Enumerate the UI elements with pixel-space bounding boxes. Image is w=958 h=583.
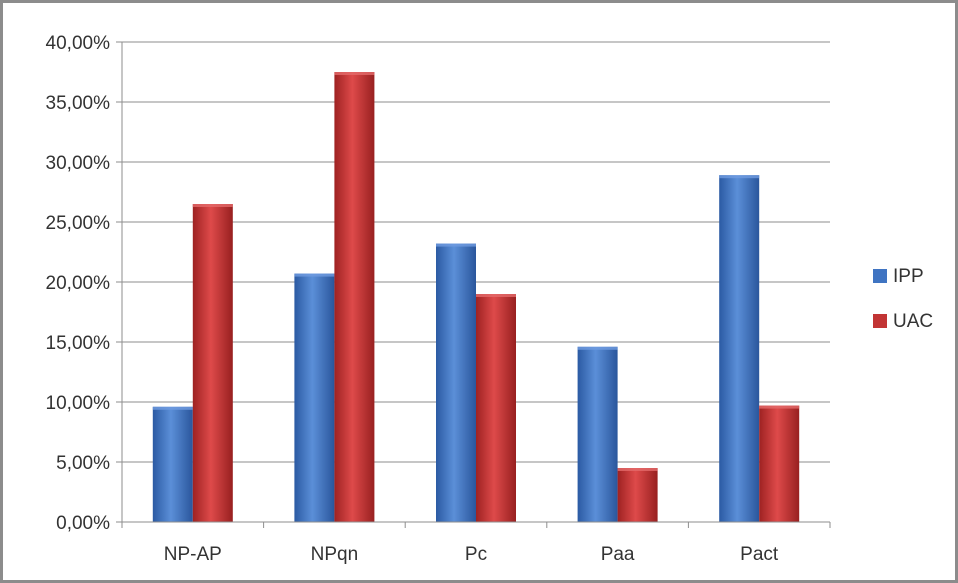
bar-top-highlight (577, 346, 618, 350)
bar-top-highlight (192, 204, 233, 207)
gridlines (122, 41, 830, 463)
bar-top-highlight (476, 294, 516, 297)
y-tick-label: 40,00% (46, 33, 111, 54)
y-tick-label: 10,00% (46, 393, 111, 414)
y-tick-label: 15,00% (46, 333, 111, 354)
bar-ipp-npqn (294, 273, 335, 522)
bar-uac-pact (759, 405, 800, 522)
bar-uac-pc (476, 294, 516, 522)
bar-top-highlight (436, 243, 476, 247)
legend-swatch (873, 269, 887, 283)
legend-item-uac: UAC (873, 311, 933, 332)
x-tick-label: NP-AP (164, 544, 222, 565)
legend-swatch (873, 314, 887, 328)
y-tick-label: 0,00% (56, 513, 110, 534)
y-tick-label: 5,00% (56, 453, 110, 474)
legend-label: IPP (893, 266, 924, 287)
y-axis-ticks: 0,00% 5,00% 10,00% 15,00% 20,00% 25,00% 30,00%… (46, 33, 122, 534)
legend: IPP UAC (873, 266, 933, 332)
bar-top-highlight (617, 468, 658, 471)
x-tick-label: Pact (740, 544, 779, 565)
bar-uac-np-ap (192, 204, 233, 522)
bar-top-highlight (719, 175, 760, 179)
axes (121, 42, 831, 528)
bar-ipp-paa (577, 346, 618, 522)
y-tick-label: 25,00% (46, 213, 111, 234)
bars (152, 72, 800, 522)
bar-uac-paa (617, 468, 658, 522)
bar-ipp-pact (719, 175, 760, 522)
y-tick-label: 30,00% (46, 153, 111, 174)
bar-top-highlight (334, 72, 375, 75)
bar-ipp-pc (436, 243, 476, 522)
bar-uac-npqn (334, 72, 375, 522)
x-axis-labels: NP-AP NPqn Pc Paa Pact (164, 544, 779, 565)
legend-label: UAC (893, 311, 933, 332)
bar-top-highlight (759, 405, 800, 409)
bar-top-highlight (294, 273, 335, 277)
legend-item-ipp: IPP (873, 266, 924, 287)
bar-top-highlight (152, 406, 193, 410)
y-tick-label: 35,00% (46, 93, 111, 114)
x-tick-label: NPqn (311, 544, 359, 565)
y-tick-label: 20,00% (46, 273, 111, 294)
x-tick-label: Paa (601, 544, 635, 565)
x-tick-label: Pc (465, 544, 487, 565)
bar-ipp-np-ap (152, 406, 193, 522)
